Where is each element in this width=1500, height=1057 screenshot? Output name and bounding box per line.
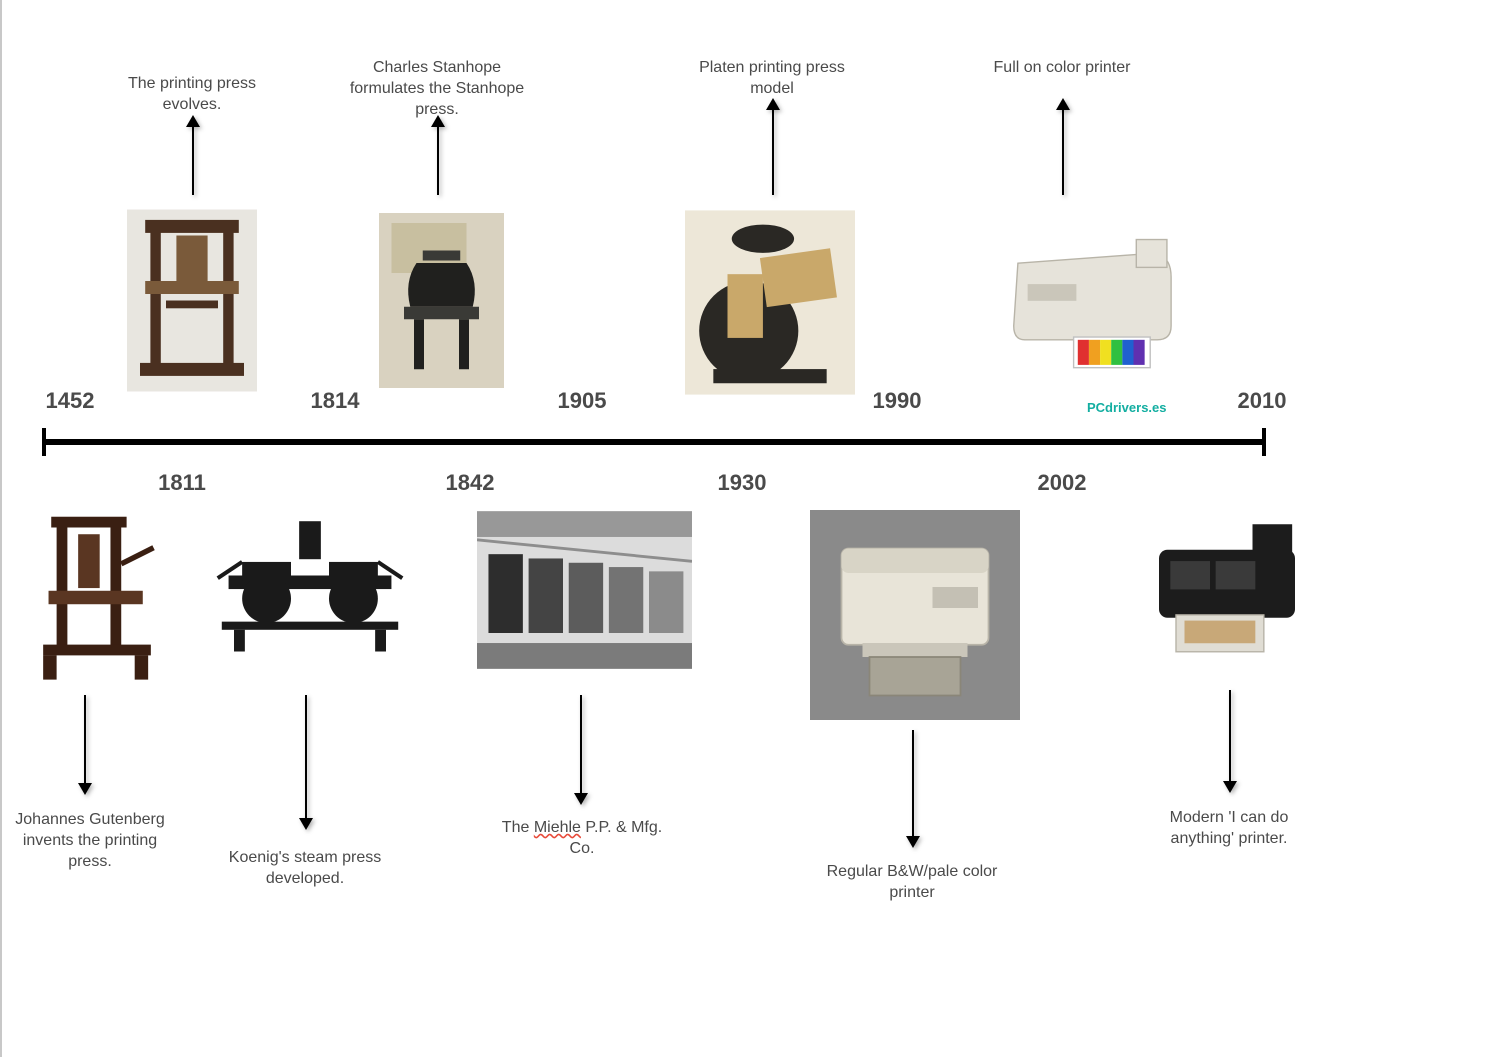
timeline-caption: Koenig's steam press developed.	[215, 848, 395, 890]
arrow-down-icon	[305, 695, 307, 820]
arrow-up-icon	[1062, 108, 1064, 195]
year-label-top: 1452	[46, 388, 95, 414]
arrow-up-icon	[772, 108, 774, 195]
arrow-up-icon	[437, 125, 439, 195]
arrow-down-icon	[1229, 690, 1231, 783]
year-label-top: 1990	[873, 388, 922, 414]
timeline-image	[215, 510, 405, 660]
timeline-caption: Regular B&W/pale color printer	[822, 862, 1002, 904]
image-watermark: PCdrivers.es	[1087, 400, 1167, 415]
timeline-caption: Johannes Gutenberg invents the printing …	[0, 810, 180, 872]
timeline-caption: Modern 'I can do anything' printer.	[1139, 808, 1319, 850]
year-label-top: 1814	[311, 388, 360, 414]
year-label-bottom: 1930	[718, 470, 767, 496]
timeline-caption: The printing press evolves.	[102, 74, 282, 116]
timeline-image	[685, 210, 855, 395]
timeline-image	[27, 510, 167, 685]
year-label-top: 1905	[558, 388, 607, 414]
timeline-image	[379, 208, 504, 393]
timeline-image	[1142, 508, 1312, 668]
timeline-caption: Full on color printer	[972, 58, 1152, 79]
timeline-image	[997, 225, 1192, 385]
arrow-down-icon	[84, 695, 86, 785]
arrow-down-icon	[912, 730, 914, 838]
timeline-caption: Platen printing press model	[682, 58, 862, 100]
timeline-caption: Charles Stanhope formulates the Stanhope…	[347, 58, 527, 120]
year-label-bottom: 2002	[1038, 470, 1087, 496]
timeline-image	[477, 510, 692, 670]
arrow-down-icon	[580, 695, 582, 795]
timeline-canvas: 1452 1814 1905 1990 2010 1811 1842 1930 2002 The …	[0, 0, 1500, 1057]
timeline-image	[127, 208, 257, 393]
year-label-bottom: 1842	[446, 470, 495, 496]
year-label-top: 2010	[1238, 388, 1287, 414]
arrow-up-icon	[192, 125, 194, 195]
timeline-image	[810, 510, 1020, 720]
year-label-bottom: 1811	[158, 470, 206, 496]
timeline-caption: The Miehle P.P. & Mfg. Co.	[492, 818, 672, 860]
